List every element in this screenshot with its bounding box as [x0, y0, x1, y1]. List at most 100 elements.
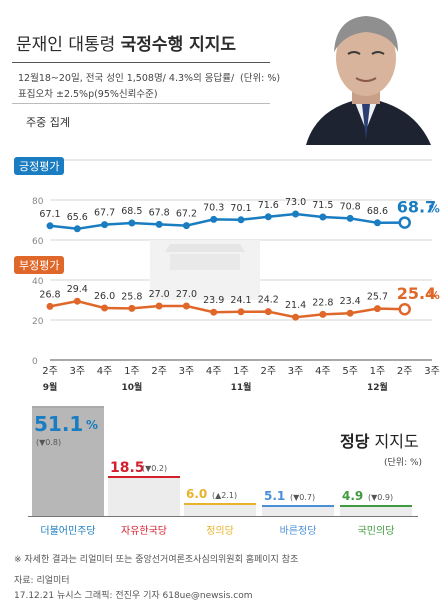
negative-data-label: 24.1: [230, 295, 251, 306]
x-tick-label: 2주: [151, 366, 167, 377]
party-bar-cap: [108, 476, 180, 479]
positive-data-label: 70.8: [340, 201, 361, 212]
negative-data-label: 25.7: [367, 292, 388, 303]
party-bar-cap: [262, 505, 334, 508]
positive-data-label: 73.0: [285, 197, 306, 208]
negative-point: [155, 302, 163, 310]
negative-data-label: 23.9: [203, 295, 224, 306]
negative-point: [373, 305, 381, 313]
y-tick-label: 80: [32, 197, 44, 207]
positive-point: [373, 219, 381, 227]
x-tick-label: 4주: [97, 366, 113, 377]
party-unit-label: (단위: %): [384, 458, 423, 468]
positive-data-label: 70.1: [230, 203, 251, 214]
party-change: (▲2.1): [212, 491, 238, 501]
negative-data-label: 29.4: [67, 284, 88, 295]
positive-series-tag: 긍정평가: [14, 157, 65, 175]
party-bar: [32, 406, 104, 516]
party-name: 더불어민주당: [40, 526, 96, 537]
negative-point: [346, 309, 354, 317]
negative-data-label: 27.0: [176, 289, 197, 300]
negative-data-label: 26.8: [39, 289, 60, 300]
party-title-rest: 지지도: [369, 432, 419, 451]
watermark: [150, 240, 260, 300]
negative-point: [73, 297, 81, 305]
x-tick-label: 3주: [424, 366, 440, 377]
survey-info-box: [12, 62, 270, 104]
x-tick-label: 1주: [233, 366, 249, 377]
party-name: 국민의당: [357, 526, 395, 537]
negative-latest-value: 25.4: [397, 284, 436, 303]
positive-point: [155, 220, 163, 228]
negative-point: [210, 308, 218, 316]
x-tick-label: 4주: [315, 366, 331, 377]
positive-data-label: 71.6: [258, 200, 279, 211]
x-tick-label: 3주: [288, 366, 304, 377]
positive-data-label: 68.5: [121, 206, 142, 217]
party-change: (▼0.7): [290, 493, 316, 503]
positive-data-label: 67.2: [176, 209, 197, 220]
approval-line-chart: 020406080100 67.165.667.768.567.867.270.…: [32, 157, 440, 393]
negative-data-label: 27.0: [149, 289, 170, 300]
positive-point: [73, 225, 81, 233]
party-bar: [108, 476, 180, 516]
x-tick-label: 2주: [397, 366, 413, 377]
party-value: 5.1: [264, 489, 286, 504]
y-tick-label: 60: [32, 237, 44, 247]
page-title: 문재인 대통령 국정수행 지지도: [16, 30, 236, 55]
negative-point: [292, 313, 300, 321]
footer-note: ※ 자세한 결과는 리얼미터 또는 중앙선거여론조사심의위원회 홈페이지 참조: [14, 555, 299, 565]
x-tick-label: 2주: [261, 366, 277, 377]
party-value: 6.0: [186, 487, 208, 502]
x-tick-label: 2주: [42, 366, 58, 377]
negative-data-label: 26.0: [94, 291, 115, 302]
positive-data-label: 67.1: [39, 209, 60, 220]
footer-credit: 17.12.21 뉴시스 그래픽: 전진우 기자 618ue@newsis.co…: [14, 591, 253, 601]
negative-point: [319, 310, 327, 318]
positive-data-label: 71.5: [312, 200, 333, 211]
positive-point: [101, 221, 109, 229]
party-bar-cap: [184, 503, 256, 506]
x-tick-label: 3주: [179, 366, 195, 377]
negative-point: [128, 304, 136, 312]
party-name: 바른정당: [279, 526, 317, 537]
party-change: (▼0.8): [36, 438, 62, 447]
survey-info-line2: 표집오차 ±2.5%p(95%신뢰수준): [18, 89, 158, 100]
weekly-label: 주중 집계: [26, 116, 70, 129]
negative-data-label: 22.8: [312, 297, 333, 308]
party-bar: [184, 503, 256, 516]
party-name: 자유한국당: [121, 526, 167, 537]
negative-point: [46, 302, 54, 310]
negative-point: [101, 304, 109, 312]
x-tick-label: 3주: [70, 366, 86, 377]
x-month-label: 12월: [367, 381, 388, 393]
party-title-bold: 정당: [340, 432, 370, 451]
positive-point: [292, 210, 300, 218]
negative-data-label: 24.2: [258, 295, 279, 306]
x-month-label: 11월: [231, 381, 252, 393]
positive-point: [182, 222, 190, 230]
party-change: (▼0.2): [142, 464, 168, 474]
party-name: 정의당: [206, 526, 234, 537]
party-value: 18.5: [110, 460, 145, 477]
positive-series-line: [49, 212, 405, 231]
party-value: 4.9: [342, 489, 364, 504]
y-tick-label: 20: [32, 317, 44, 327]
party-section-title: 정당 지지도: [340, 428, 419, 452]
negative-series-line: [49, 299, 405, 319]
x-month-label: 10월: [121, 381, 142, 393]
president-portrait: [286, 0, 446, 145]
negative-point: [182, 302, 190, 310]
party-change: (▼0.9): [368, 493, 394, 503]
positive-latest-pct: %: [429, 203, 440, 216]
party-bar: [262, 505, 334, 516]
party-value: 51.1: [34, 412, 84, 436]
positive-point: [398, 216, 411, 229]
y-tick-label: 0: [32, 357, 38, 367]
positive-point: [210, 215, 218, 223]
party-baseline: [28, 516, 418, 517]
x-month-label: 9월: [43, 381, 58, 393]
positive-data-label: 67.8: [149, 207, 170, 218]
party-bar-cap: [32, 406, 104, 408]
x-tick-label: 1주: [124, 366, 140, 377]
